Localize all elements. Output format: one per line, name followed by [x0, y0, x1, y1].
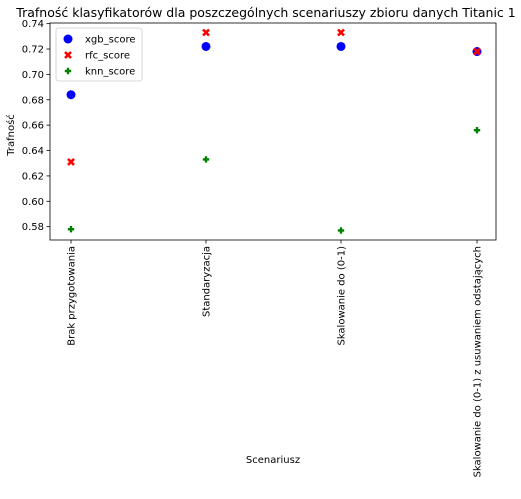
- plot-area: 0.58 0.60 0.62 0.64 0.66 0.68 0.70 0.72 0.74 Brak…: [22, 19, 497, 477]
- y-tick-label: 0.68: [22, 95, 44, 106]
- rfc_score-point: [337, 28, 345, 37]
- knn_score-point: [202, 156, 210, 163]
- knn_score-point: [337, 227, 345, 234]
- x-tick-label: Brak przygotowania: [67, 246, 78, 346]
- legend: xgb_score rfc_score knn_score: [55, 27, 143, 82]
- xgb_score-point: [336, 41, 346, 51]
- legend-entry-rfc_score: rfc_score: [85, 51, 130, 62]
- x-tick-label: Standaryzacja: [202, 246, 213, 317]
- legend-entry-knn_score: knn_score: [85, 67, 135, 78]
- y-tick-label: 0.72: [22, 45, 44, 56]
- plot-frame: [49, 22, 497, 241]
- xgb_score-point: [201, 41, 211, 51]
- x-axis-label: Scenariusz: [246, 455, 300, 466]
- x-tick-label: Skalowanie do (0-1): [337, 246, 348, 346]
- x-tick-label: Skalowanie do (0-1) z usuwaniem odstając…: [473, 246, 484, 477]
- legend-entry-xgb_score: xgb_score: [85, 35, 135, 46]
- y-tick-label: 0.64: [22, 146, 44, 157]
- legend-marker-xgb_score: [63, 34, 73, 44]
- rfc_score-point: [473, 47, 481, 56]
- y-tick-label: 0.70: [22, 70, 44, 81]
- knn_score-point: [67, 226, 75, 233]
- legend-box: [55, 27, 143, 82]
- xgb_score-point: [66, 90, 76, 100]
- knn_score-point: [473, 127, 481, 134]
- legend-marker-rfc_score: [64, 51, 72, 59]
- y-axis-label: Trafność: [5, 114, 17, 157]
- y-tick-label: 0.60: [22, 197, 44, 208]
- rfc_score-point: [202, 28, 210, 37]
- y-tick-label: 0.58: [22, 222, 44, 233]
- rfc_score-point: [67, 158, 75, 166]
- chart-title: Trafność klasyfikatorów dla poszczególny…: [15, 5, 515, 20]
- legend-marker-knn_score: [64, 67, 72, 75]
- y-tick-label: 0.74: [22, 19, 44, 30]
- y-tick-label: 0.66: [22, 121, 44, 132]
- y-tick-label: 0.62: [22, 171, 44, 182]
